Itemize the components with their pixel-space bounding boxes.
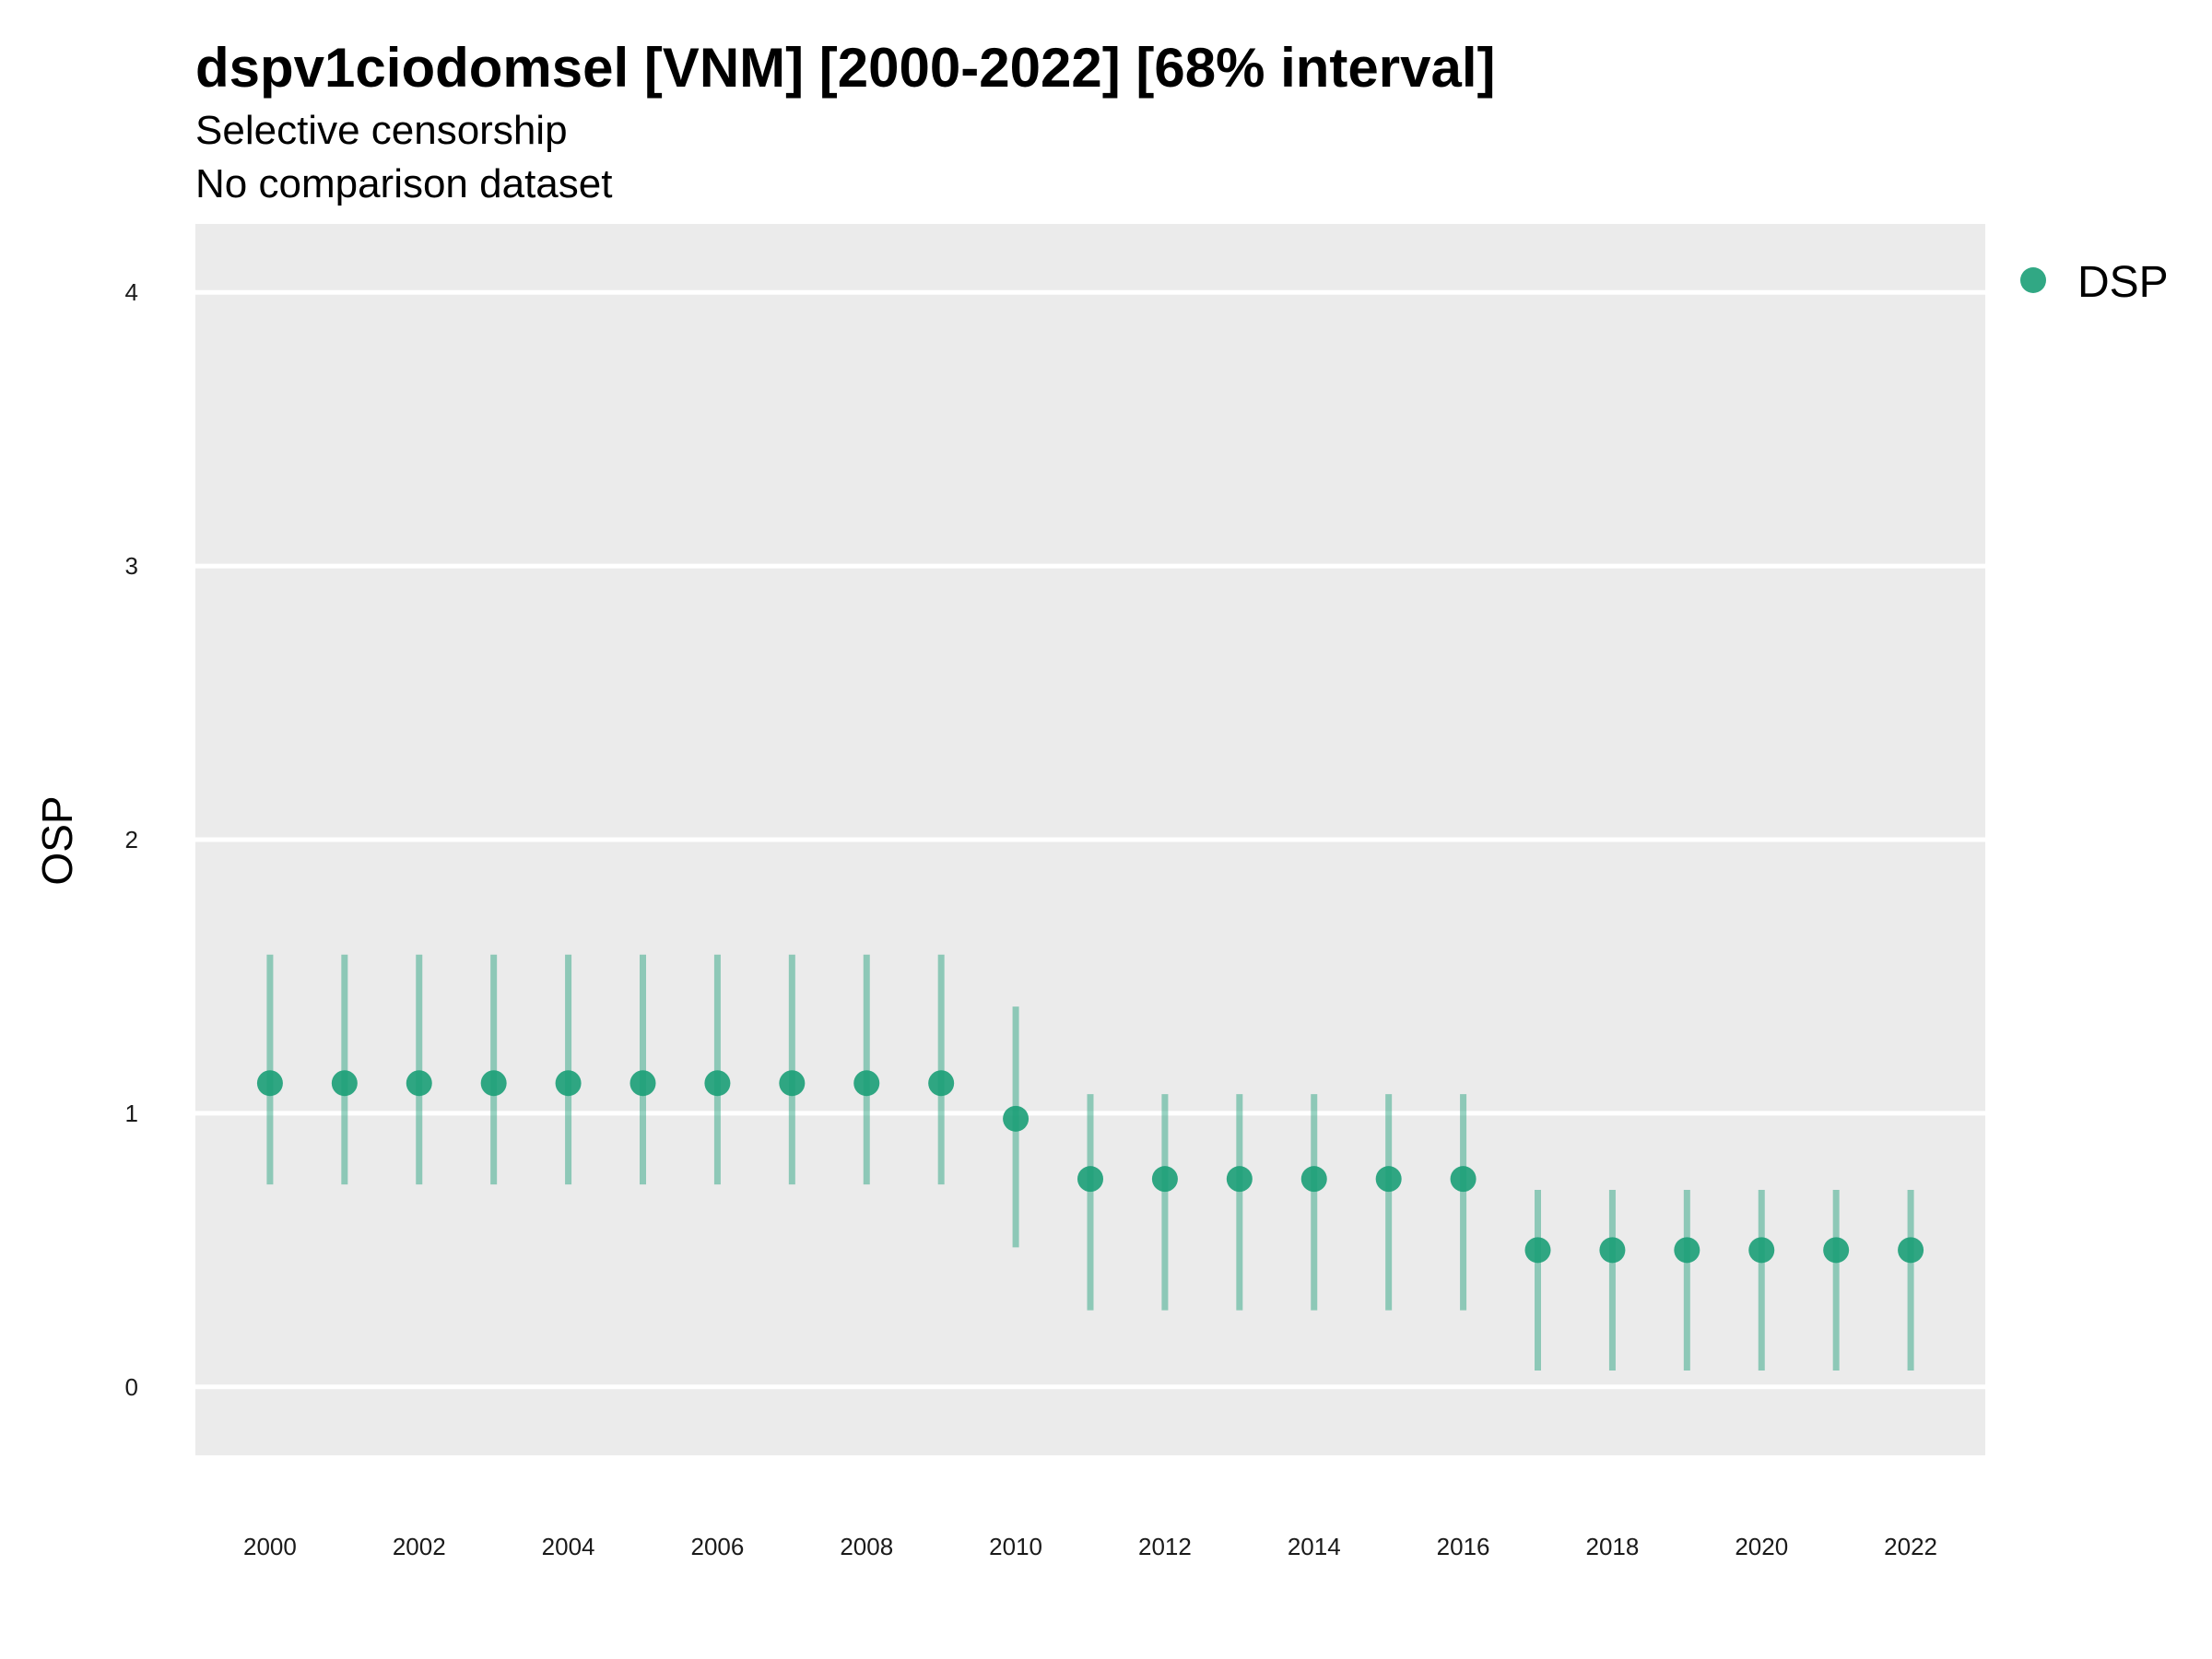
data-point [555, 1070, 582, 1097]
legend: DSP [2020, 258, 2169, 307]
x-tick-label: 2016 [1437, 1533, 1490, 1560]
x-tick-label: 2000 [243, 1533, 297, 1560]
data-point [406, 1070, 432, 1097]
y-tick-label: 0 [125, 1373, 138, 1401]
y-tick-label: 4 [125, 278, 138, 306]
data-point [331, 1070, 358, 1097]
x-tick-label: 2006 [690, 1533, 744, 1560]
x-tick-label: 2010 [989, 1533, 1042, 1560]
x-axis-ticks: 2000 2002 2004 2006 2008 2010 2012 2014 2016 2018… [243, 1533, 1937, 1560]
x-tick-label: 2020 [1735, 1533, 1788, 1560]
data-point [779, 1070, 806, 1097]
data-point [1450, 1166, 1477, 1193]
x-tick-label: 2012 [1138, 1533, 1192, 1560]
data-point [1524, 1237, 1551, 1264]
data-point [256, 1070, 283, 1097]
x-tick-label: 2004 [542, 1533, 595, 1560]
chart-subtitle-1: Selective censorship [195, 108, 568, 153]
data-point [1226, 1166, 1253, 1193]
x-tick-label: 2018 [1585, 1533, 1639, 1560]
y-axis-title: OSP [33, 795, 81, 885]
legend-swatch-dsp [2020, 267, 2046, 293]
y-tick-label: 2 [125, 826, 138, 853]
data-point [480, 1070, 507, 1097]
x-tick-label: 2008 [840, 1533, 893, 1560]
chart-subtitle-2: No comparison dataset [195, 161, 612, 206]
x-tick-label: 2014 [1288, 1533, 1341, 1560]
data-point [1151, 1166, 1178, 1193]
y-tick-label: 1 [125, 1100, 138, 1127]
chart-title: dspv1ciodomsel [VNM] [2000-2022] [68% in… [195, 37, 1496, 99]
data-point [704, 1070, 731, 1097]
y-tick-label: 3 [125, 552, 138, 580]
data-point [853, 1070, 880, 1097]
data-point [928, 1070, 955, 1097]
data-point [1748, 1237, 1775, 1264]
x-tick-label: 2022 [1884, 1533, 1937, 1560]
data-point [1077, 1166, 1103, 1193]
data-point [629, 1070, 656, 1097]
data-point [1003, 1105, 1030, 1132]
data-point [1823, 1237, 1850, 1264]
y-axis-ticks: 0 1 2 3 4 [125, 278, 138, 1401]
data-point [1300, 1166, 1327, 1193]
data-point [1674, 1237, 1700, 1264]
gridlines [195, 289, 1985, 1390]
x-tick-label: 2002 [393, 1533, 446, 1560]
legend-label-dsp: DSP [2077, 258, 2169, 307]
data-marks [256, 954, 1924, 1371]
data-point [1898, 1237, 1924, 1264]
data-point [1599, 1237, 1626, 1264]
data-point [1375, 1166, 1402, 1193]
